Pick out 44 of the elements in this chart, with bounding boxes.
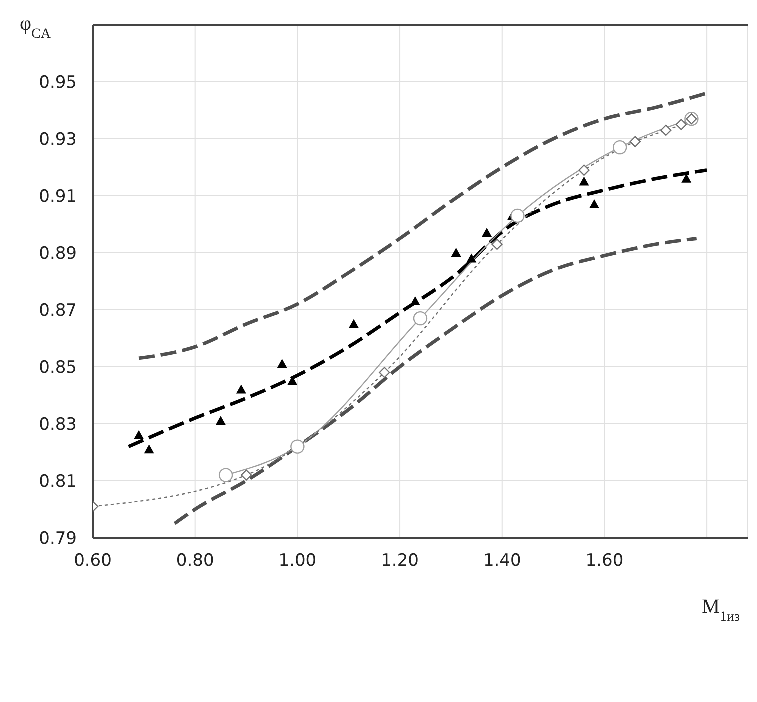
y-tick-label: 0.83	[39, 415, 77, 436]
x-tick-label: 1.20	[381, 551, 419, 572]
point	[612, 140, 628, 155]
point	[451, 248, 462, 257]
point	[236, 384, 246, 394]
point	[144, 444, 154, 454]
point	[240, 470, 252, 481]
y-axis-title: φ$_{CA}$	[20, 13, 52, 42]
point	[413, 311, 428, 326]
x-tick-label: 1.60	[586, 551, 624, 572]
point	[589, 200, 600, 209]
y-tick-label: 0.95	[39, 73, 77, 94]
y-tick-label: 0.91	[39, 187, 77, 208]
x-tick-label: 1.40	[483, 551, 522, 572]
point	[218, 468, 234, 482]
point	[660, 124, 672, 136]
x-axis-title: M$_{1из}$	[702, 596, 740, 624]
point	[682, 174, 692, 183]
y-tick-label: 0.87	[39, 301, 77, 322]
y-tick-label: 0.79	[39, 529, 77, 550]
point	[277, 359, 288, 368]
point	[578, 164, 590, 176]
point	[466, 254, 477, 263]
y-tick-label: 0.93	[39, 130, 77, 150]
y-tick-label: 0.89	[39, 244, 77, 264]
point	[216, 416, 226, 426]
point	[348, 319, 359, 328]
point	[410, 296, 420, 306]
point	[134, 430, 144, 440]
point	[510, 208, 525, 224]
x-tick-label: 0.60	[74, 551, 112, 572]
line-series	[127, 168, 709, 449]
point	[492, 238, 503, 250]
point	[379, 367, 390, 378]
y-tick-label: 0.85	[39, 358, 77, 378]
x-tick-label: 1.00	[278, 551, 317, 572]
point	[290, 440, 305, 454]
y-tick-label: 0.81	[39, 472, 77, 492]
line-series	[173, 237, 699, 526]
point	[676, 119, 688, 130]
x-tick-label: 0.80	[176, 551, 214, 572]
point	[579, 176, 590, 186]
point	[630, 136, 642, 148]
point	[482, 228, 492, 238]
